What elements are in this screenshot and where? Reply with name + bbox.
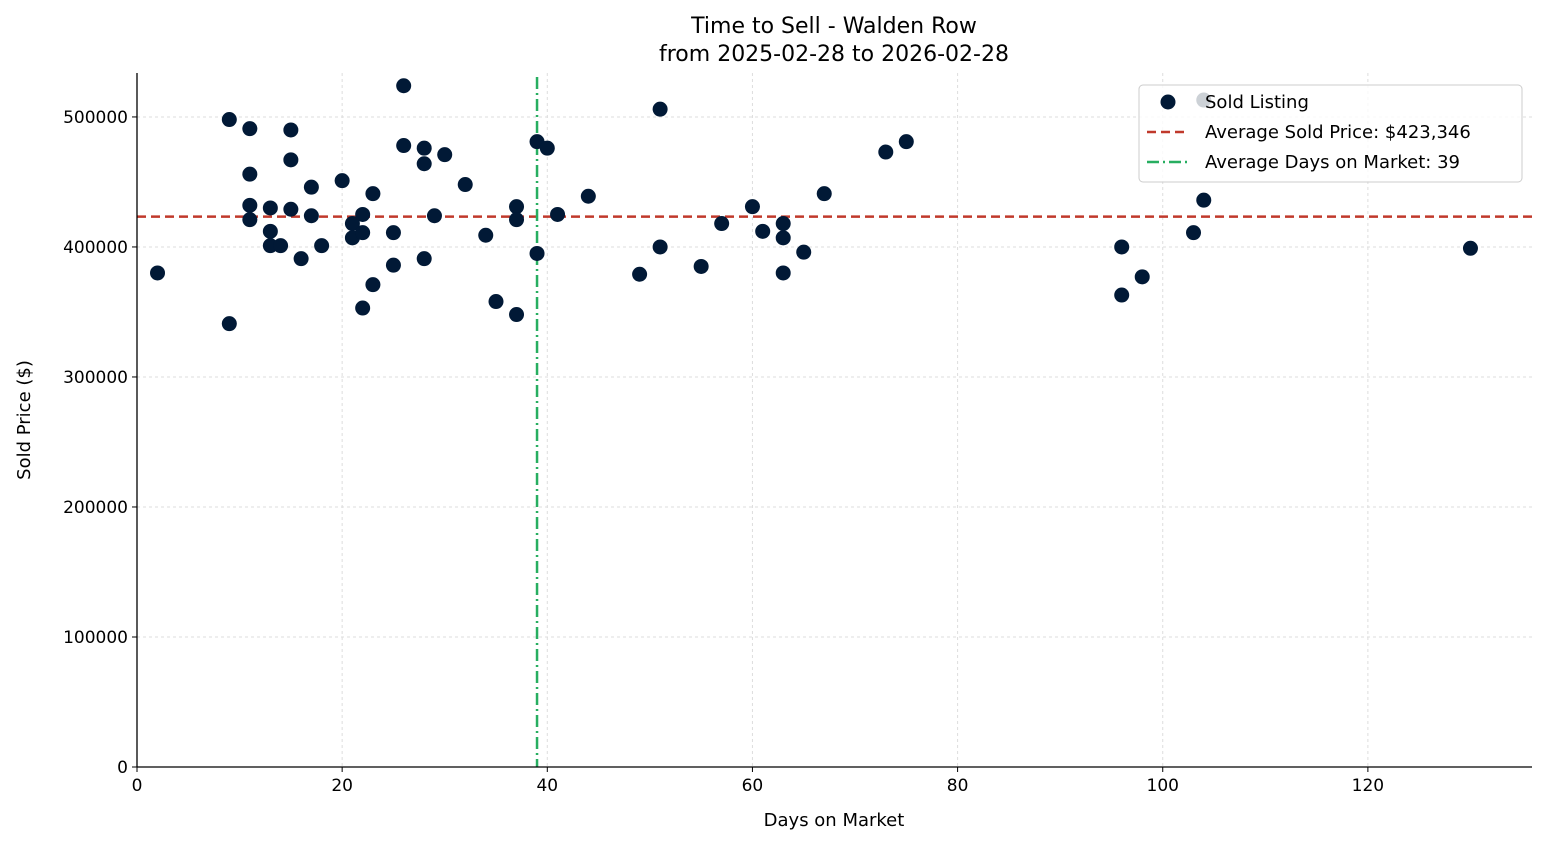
data-point <box>1196 192 1212 208</box>
data-point <box>816 186 832 202</box>
y-tick-label: 300000 <box>63 368 128 388</box>
x-tick-label: 120 <box>1352 776 1384 796</box>
data-point <box>283 152 299 168</box>
data-point <box>1134 269 1150 285</box>
data-point <box>539 140 555 156</box>
data-point <box>355 300 371 316</box>
chart-title: Time to Sell - Walden Row <box>690 14 977 39</box>
data-point <box>755 223 771 239</box>
x-tick-label: 60 <box>742 776 764 796</box>
legend-label-sold: Sold Listing <box>1205 92 1309 113</box>
data-point <box>283 201 299 217</box>
data-point <box>488 294 504 310</box>
data-point <box>242 197 258 213</box>
y-tick-label: 0 <box>117 758 128 778</box>
data-point <box>529 245 545 261</box>
data-point <box>652 239 668 255</box>
data-point <box>396 78 412 94</box>
data-point <box>744 199 760 215</box>
data-point <box>775 230 791 246</box>
data-point <box>262 238 278 254</box>
data-point <box>242 121 258 137</box>
data-point <box>344 216 360 232</box>
y-axis-label: Sold Price ($) <box>14 360 35 480</box>
data-point <box>632 266 648 282</box>
data-point <box>1114 239 1130 255</box>
data-point <box>416 251 432 267</box>
data-point <box>303 179 319 195</box>
data-point <box>314 238 330 254</box>
axes: 0 20 40 60 80 100 120 0 100000 200000 300000 400000… <box>63 73 1532 796</box>
data-point <box>437 147 453 163</box>
x-tick-label: 40 <box>536 776 558 796</box>
y-tick-label: 500000 <box>63 108 128 128</box>
data-point <box>796 244 812 260</box>
data-point <box>580 188 596 204</box>
data-point <box>365 277 381 293</box>
data-point <box>550 206 566 222</box>
data-point <box>150 265 166 281</box>
data-point <box>509 199 525 215</box>
data-point <box>478 227 494 243</box>
data-point <box>303 208 319 224</box>
data-point <box>293 251 309 267</box>
data-point <box>396 138 412 154</box>
data-point <box>355 225 371 241</box>
data-point <box>457 177 473 193</box>
data-point <box>1186 225 1202 241</box>
data-point <box>283 122 299 138</box>
data-point <box>775 265 791 281</box>
data-point <box>262 223 278 239</box>
legend-marker-sold <box>1160 94 1176 110</box>
data-point <box>365 186 381 202</box>
data-point <box>262 200 278 216</box>
x-tick-label: 0 <box>132 776 143 796</box>
x-axis-label: Days on Market <box>764 810 905 831</box>
data-point <box>221 316 237 332</box>
data-point <box>878 144 894 160</box>
legend: Sold Listing Average Sold Price: $423,34… <box>1138 84 1523 183</box>
x-tick-label: 20 <box>331 776 353 796</box>
legend-label-avg-price: Average Sold Price: $423,346 <box>1205 122 1471 143</box>
data-point <box>355 206 371 222</box>
data-point <box>1462 240 1478 256</box>
data-point <box>416 156 432 172</box>
data-point <box>775 216 791 232</box>
y-tick-label: 100000 <box>63 628 128 648</box>
data-point <box>221 112 237 128</box>
data-point <box>416 140 432 156</box>
data-point <box>509 212 525 228</box>
data-point <box>385 225 401 241</box>
legend-label-avg-days: Average Days on Market: 39 <box>1205 152 1460 173</box>
x-tick-label: 80 <box>947 776 969 796</box>
data-point <box>693 258 709 274</box>
data-point <box>334 173 350 189</box>
data-point <box>1114 287 1130 303</box>
data-point <box>652 101 668 117</box>
data-point <box>385 257 401 273</box>
data-point <box>242 166 258 182</box>
data-point <box>242 212 258 228</box>
data-point <box>426 208 442 224</box>
data-point <box>898 134 914 150</box>
data-point <box>714 216 730 232</box>
x-tick-label: 100 <box>1147 776 1179 796</box>
chart-subtitle: from 2025-02-28 to 2026-02-28 <box>659 42 1009 67</box>
points <box>150 78 1478 332</box>
y-tick-label: 400000 <box>63 238 128 258</box>
data-point <box>273 238 289 254</box>
data-point <box>509 307 525 323</box>
y-tick-label: 200000 <box>63 498 128 518</box>
